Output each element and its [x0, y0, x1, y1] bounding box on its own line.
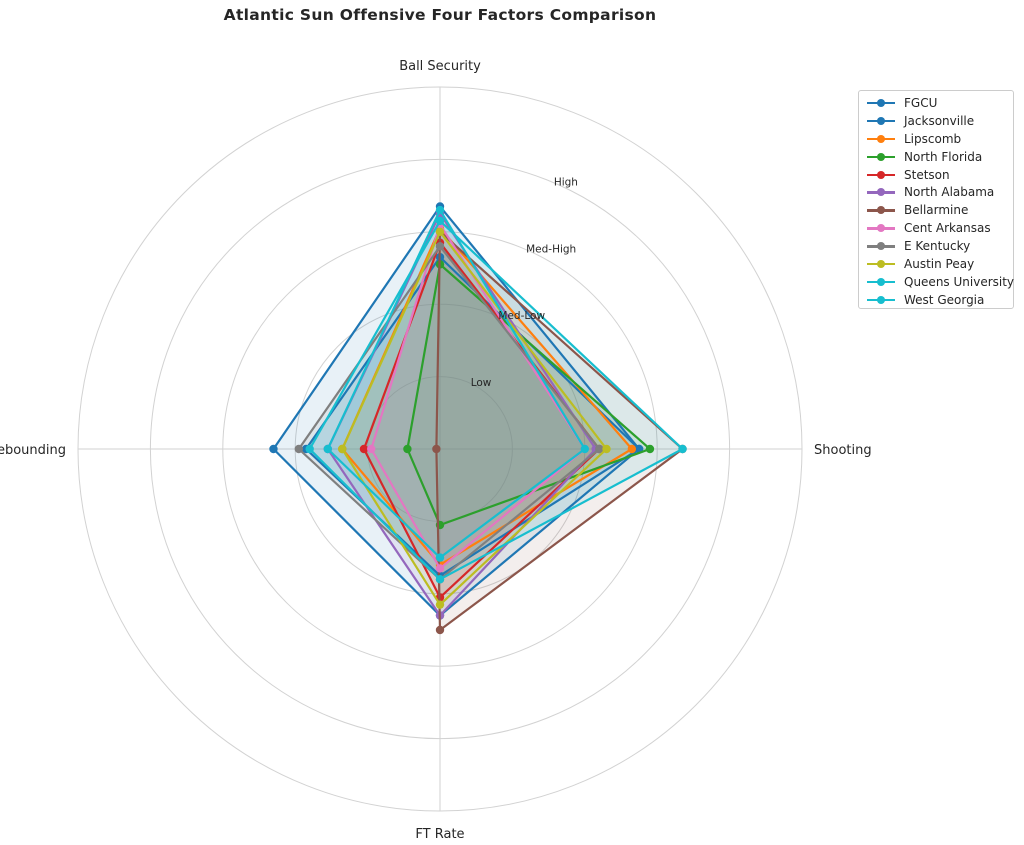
series-fill-cent-arkansas [371, 224, 585, 569]
data-point-cent-arkansas [435, 564, 445, 573]
radial-tick-label: Med-High [526, 243, 576, 255]
data-point-lipscomb [627, 444, 637, 454]
legend-label: Lipscomb [904, 131, 962, 146]
legend-swatch [867, 222, 895, 234]
data-point-north-florida [403, 444, 412, 454]
data-point-austin-peay [435, 600, 445, 609]
legend-swatch [867, 186, 895, 198]
data-point-west-georgia [435, 205, 445, 215]
radial-tick-label: High [554, 176, 578, 188]
data-point-austin-peay [338, 444, 347, 454]
legend-label: E Kentucky [904, 239, 971, 254]
legend-swatch [867, 133, 895, 145]
legend: FGCU Jacksonville Lipscomb North Florida Ste… [858, 90, 1014, 309]
legend-label: FGCU [904, 95, 938, 110]
legend-item-west-georgia: West Georgia [867, 291, 1013, 309]
legend-swatch [867, 115, 895, 127]
radar-series [269, 202, 687, 635]
legend-label: North Florida [904, 149, 983, 164]
legend-item-cent-arkansas: Cent Arkansas [867, 219, 1013, 237]
series-fill-north-florida [407, 264, 650, 526]
legend-label: West Georgia [904, 292, 985, 307]
data-point-queens-university [435, 575, 445, 584]
data-point-e-kentucky [294, 444, 304, 454]
data-point-queens-university [435, 216, 445, 226]
data-point-cent-arkansas [367, 444, 376, 454]
data-point-austin-peay [435, 227, 445, 236]
data-point-e-kentucky [595, 444, 604, 454]
legend-item-fgcu: FGCU [867, 94, 1013, 112]
legend-item-e-kentucky: E Kentucky [867, 237, 1013, 255]
data-point-north-florida [645, 444, 655, 454]
legend-item-stetson: Stetson [867, 166, 1013, 184]
radial-tick-label: Low [471, 377, 492, 389]
legend-item-queens-university: Queens University [867, 273, 1015, 291]
series-fill-west-georgia [327, 210, 585, 558]
legend-swatch [867, 276, 895, 288]
data-point-bellarmine [432, 444, 441, 454]
axis-label-ft-rate: FT Rate [415, 827, 464, 842]
legend-swatch [867, 294, 895, 306]
data-point-austin-peay [602, 444, 611, 454]
series-fill-stetson [363, 242, 600, 598]
legend-item-north-florida: North Florida [867, 148, 1013, 166]
legend-swatch [867, 258, 895, 270]
chart-title: Atlantic Sun Offensive Four Factors Comp… [223, 6, 657, 24]
legend-label: Cent Arkansas [904, 221, 991, 236]
data-point-west-georgia [435, 553, 445, 562]
legend-item-austin-peay: Austin Peay [867, 255, 1013, 273]
legend-label: North Alabama [904, 185, 995, 200]
data-point-stetson [359, 444, 369, 454]
series-fill-fgcu [273, 206, 640, 616]
legend-item-jacksonville: Jacksonville [867, 112, 1013, 130]
legend-label: Bellarmine [904, 203, 969, 218]
data-point-west-georgia [580, 444, 589, 454]
radar-labels: Low Med-Low Med-High High Ball Security Shoot… [0, 59, 872, 842]
series-fill-e-kentucky [298, 246, 600, 580]
legend-item-lipscomb: Lipscomb [867, 130, 1013, 148]
legend-swatch [867, 97, 895, 109]
legend-swatch [867, 169, 895, 181]
data-point-queens-university [678, 444, 687, 454]
axis-label-shooting: Shooting [814, 443, 872, 458]
radial-tick-label: Med-Low [498, 310, 545, 322]
axis-label-ball-security: Ball Security [399, 59, 481, 74]
legend-label: Queens University [904, 274, 1015, 289]
legend-swatch [867, 240, 895, 252]
data-point-queens-university [305, 444, 314, 454]
data-point-bellarmine [435, 625, 445, 635]
data-point-fgcu [269, 444, 278, 454]
axis-label-off-rebounding: Off Rebounding [0, 443, 66, 458]
legend-swatch [867, 204, 895, 216]
data-point-e-kentucky [435, 242, 445, 251]
legend-label: Stetson [904, 167, 950, 182]
legend-swatch [867, 151, 895, 163]
data-point-west-georgia [323, 444, 332, 454]
legend-item-north-alabama: North Alabama [867, 183, 1013, 201]
legend-item-bellarmine: Bellarmine [867, 201, 1013, 219]
legend-label: Jacksonville [904, 113, 975, 128]
legend-label: Austin Peay [904, 256, 975, 271]
